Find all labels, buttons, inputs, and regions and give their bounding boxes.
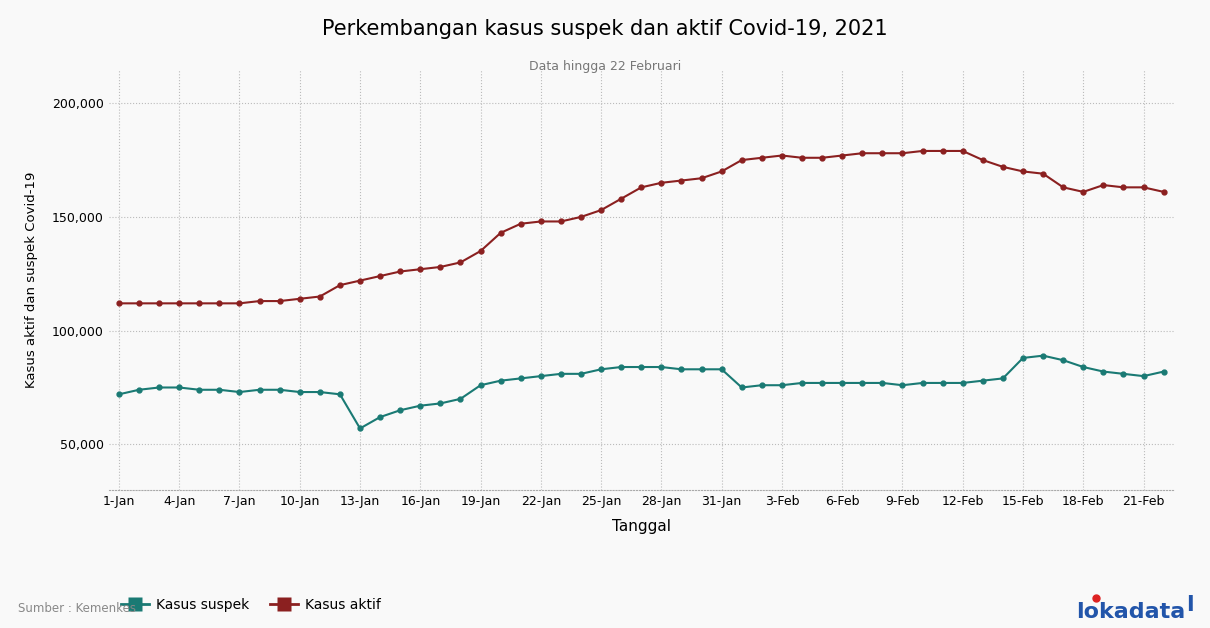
Text: lokadata: lokadata — [1077, 602, 1186, 622]
Text: l: l — [1186, 595, 1193, 615]
X-axis label: Tanggal: Tanggal — [612, 519, 670, 534]
Y-axis label: Kasus aktif dan suspek Covid-19: Kasus aktif dan suspek Covid-19 — [25, 171, 39, 387]
Legend: Kasus suspek, Kasus aktif: Kasus suspek, Kasus aktif — [116, 592, 386, 617]
Text: Data hingga 22 Februari: Data hingga 22 Februari — [529, 60, 681, 73]
Text: Perkembangan kasus suspek dan aktif Covid-19, 2021: Perkembangan kasus suspek dan aktif Covi… — [322, 19, 888, 39]
Text: Sumber : Kemenkes: Sumber : Kemenkes — [18, 602, 137, 615]
